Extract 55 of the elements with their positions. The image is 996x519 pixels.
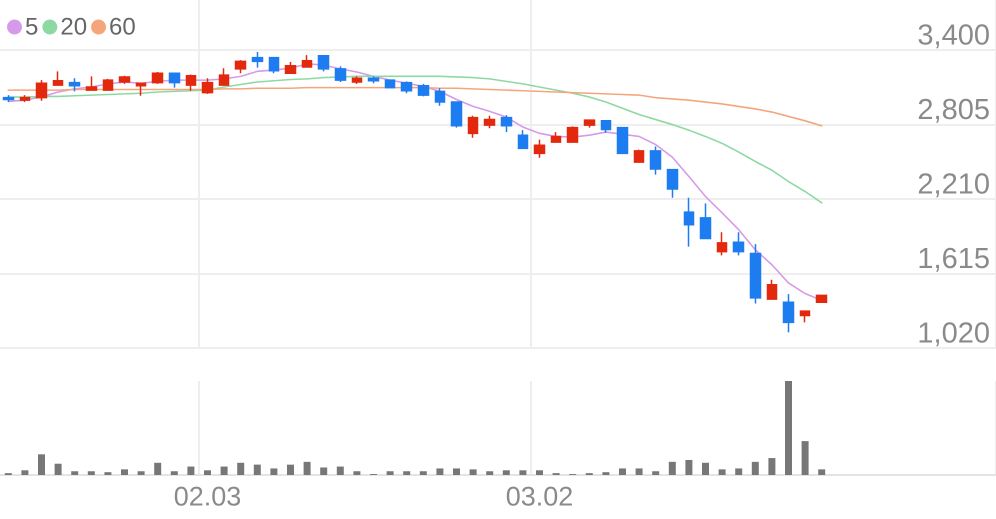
y-tick-label: 1,020 [917,318,990,350]
bar [436,468,444,475]
bar [187,466,194,475]
bar [121,469,128,475]
y-tick-label: 1,615 [917,243,990,276]
bar [270,468,278,475]
x-tick-label: 03.02 [506,482,574,512]
bar [735,468,742,475]
bar [768,458,776,475]
bar [21,470,28,475]
bar [718,469,726,475]
bar [403,471,410,475]
bar [818,469,826,475]
bar [104,472,112,475]
bar [254,464,261,475]
bar [536,470,543,475]
bar [668,462,676,475]
bar [785,381,792,475]
bar [220,466,228,475]
legend-label: 20 [60,14,88,40]
x-tick-label: 02.03 [174,482,242,512]
bar [237,462,244,475]
y-tick-label: 3,400 [917,20,990,52]
bar [802,441,809,475]
bar [138,471,145,475]
bar [685,460,692,475]
bar [71,471,78,475]
bar [154,462,162,475]
bar [320,467,328,475]
bar [486,471,494,475]
bar [386,471,394,475]
legend-label: 60 [109,14,136,40]
bar [502,470,510,475]
legend-label: 5 [25,14,38,40]
bar [287,464,294,475]
bar [636,468,643,475]
bar [170,471,178,475]
bar [336,466,344,475]
bar [38,454,45,475]
bar [702,462,709,475]
bar [619,468,626,475]
y-tick-label: 2,805 [917,94,990,126]
bar [652,471,660,475]
bar [54,464,62,475]
bar [420,471,427,475]
bar [519,470,526,475]
bar [453,468,460,475]
bar [204,470,211,475]
y-tick-label: 2,210 [917,168,990,201]
bar [470,469,477,475]
bar [752,462,759,475]
bar [304,462,311,475]
bar [602,472,610,475]
bar [353,471,360,475]
bar [88,471,95,475]
